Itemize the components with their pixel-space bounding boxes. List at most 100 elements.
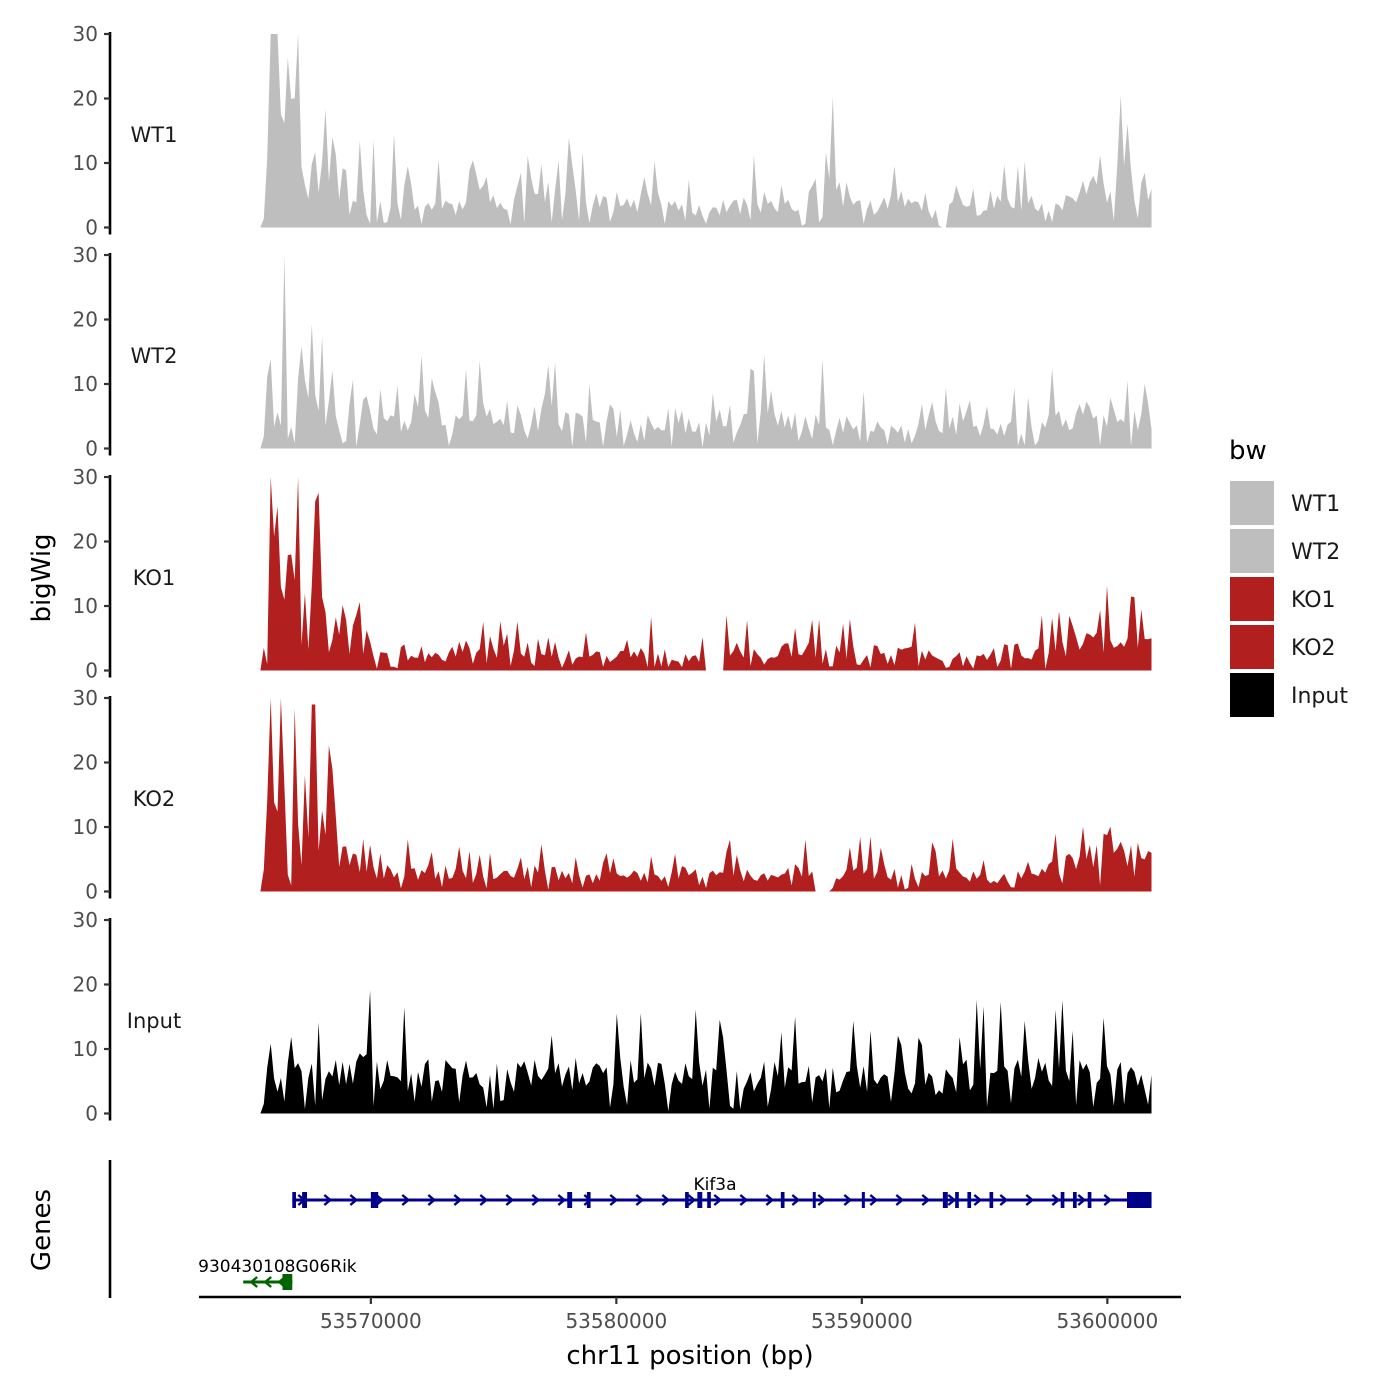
y-tick-label: 0 [85,1102,98,1126]
legend-label: KO2 [1291,636,1336,661]
track-wt2: 0 10 20 30 WT2 [73,243,1152,461]
legend-swatch [1228,527,1276,575]
y-tick-label: 10 [73,594,98,618]
gene-4930430108g06rik: 4930430108G06Rik [199,1257,357,1290]
gene-label: Kif3a [693,1175,736,1195]
track-label: KO2 [133,787,176,811]
track-ko1: 0 10 20 30 KO1 [73,465,1152,683]
strand-arrow [427,1194,437,1206]
y-tick-label: 10 [73,372,98,396]
gene-exon [812,1192,816,1208]
strand-arrow [817,1194,827,1206]
strand-arrow [263,1276,272,1288]
gene-exon [967,1192,972,1208]
track-wt1: 0 10 20 30 WT1 [73,22,1152,240]
strand-arrow [531,1194,541,1206]
y-tick-label: 20 [73,751,98,775]
y-tick-label: 0 [85,437,98,461]
gene-exon [1072,1192,1077,1208]
track-label: Input [127,1009,181,1033]
gene-exon [697,1192,703,1208]
strand-arrow [869,1194,879,1206]
strand-arrow [249,1276,258,1288]
genes-panel-title: Genes [27,1189,57,1271]
legend-item-wt1: WT1 [1228,479,1340,527]
x-tick-label: 53600000 [1056,1309,1158,1333]
gene-exon [989,1192,994,1208]
legend-item-input: Input [1228,671,1348,719]
signal-area-ko1 [260,477,1152,671]
y-tick-label: 20 [73,973,98,997]
legend: bw WT1 WT2 KO1 KO2 Input [1228,436,1348,719]
x-tick-label: 53570000 [320,1309,422,1333]
y-tick-label: 10 [73,151,98,175]
strand-arrow [713,1194,723,1206]
strand-arrow [921,1194,931,1206]
strand-arrow [765,1194,775,1206]
y-tick-label: 20 [73,87,98,111]
strand-arrow [557,1194,567,1206]
y-tick-label: 30 [73,22,98,46]
gene-exon [685,1192,689,1208]
strand-arrow [843,1194,853,1206]
x-axis-title: chr11 position (bp) [566,1341,813,1371]
strand-arrow [1051,1194,1061,1206]
strand-arrow [687,1194,697,1206]
legend-label: WT1 [1291,492,1340,517]
x-tick-label: 53580000 [565,1309,667,1333]
x-tick-label: 53590000 [811,1309,913,1333]
strand-arrow [739,1194,749,1206]
y-tick-label: 30 [73,465,98,489]
y-tick-label: 10 [73,815,98,839]
strand-arrow [635,1194,645,1206]
gene-exon [1087,1192,1092,1208]
gene-exon [282,1274,293,1290]
signal-area-wt2 [260,255,1152,449]
gene-exon [942,1192,948,1208]
y-tick-label: 30 [73,908,98,932]
gene-exon [292,1192,296,1208]
gene-exon [707,1192,711,1208]
strand-arrow [609,1194,619,1206]
legend-title: bw [1229,436,1267,466]
strand-arrow [1077,1194,1087,1206]
strand-arrow [661,1194,671,1206]
signal-tracks: 0 10 20 30 WT1 0 10 20 30 WT2 0 10 20 30 KO1 0 10 20 30 KO2… [73,22,1152,1126]
legend-swatch [1228,575,1276,623]
strand-arrow [895,1194,905,1206]
track-label: KO1 [133,566,176,590]
signal-area-wt1 [260,34,1152,228]
legend-swatch [1228,479,1276,527]
strand-arrow [479,1194,489,1206]
legend-item-ko2: KO2 [1228,623,1336,671]
strand-arrow [453,1194,463,1206]
strand-arrow [973,1194,983,1206]
y-tick-label: 30 [73,686,98,710]
legend-label: Input [1291,684,1348,709]
strand-arrow [323,1194,333,1206]
strand-arrow [1103,1194,1113,1206]
signal-area-input [260,990,1152,1114]
strand-arrow [349,1194,359,1206]
strand-arrow [375,1194,385,1206]
strand-arrow [505,1194,515,1206]
legend-item-ko1: KO1 [1228,575,1336,623]
y-tick-label: 0 [85,659,98,683]
gene-exon [586,1192,591,1208]
y-tick-label: 30 [73,243,98,267]
track-ko2: 0 10 20 30 KO2 [73,686,1152,904]
strand-arrow [947,1194,957,1206]
legend-label: WT2 [1291,540,1340,565]
signal-area-ko2 [260,698,1152,892]
gene-exon [955,1192,959,1208]
y-tick-label: 0 [85,880,98,904]
track-label: WT1 [131,123,178,147]
strand-arrow [1025,1194,1035,1206]
legend-label: KO1 [1291,588,1336,613]
track-label: WT2 [131,344,178,368]
legend-swatch [1228,623,1276,671]
y-tick-label: 0 [85,216,98,240]
y-tick-label: 20 [73,308,98,332]
strand-arrow [791,1194,801,1206]
